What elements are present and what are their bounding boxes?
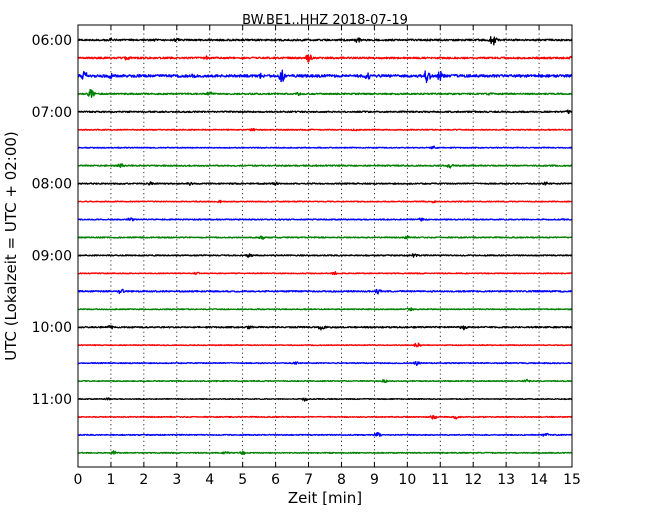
trace-0830 <box>77 217 573 222</box>
trace-1100 <box>77 397 573 402</box>
trace-0700 <box>77 109 573 115</box>
trace-0630 <box>77 69 573 84</box>
trace-1145 <box>77 450 573 456</box>
trace-0930 <box>77 288 573 295</box>
trace-0845 <box>77 235 573 241</box>
x-tick-label: 10 <box>398 472 416 488</box>
trace-0800 <box>77 181 573 186</box>
trace-1115 <box>77 415 573 420</box>
trace-1000 <box>77 325 573 331</box>
x-tick-label: 6 <box>271 472 280 488</box>
plot-frame <box>77 24 573 468</box>
x-tick-label: 5 <box>238 472 247 488</box>
y-tick-label: 09:00 <box>32 248 72 264</box>
trace-0645 <box>77 88 573 99</box>
vertical-grid <box>110 25 540 467</box>
x-tick-label: 7 <box>304 472 313 488</box>
x-tick-label: 2 <box>139 472 148 488</box>
x-tick-label: 8 <box>337 472 346 488</box>
x-tick-label: 4 <box>205 472 214 488</box>
x-tick-label: 3 <box>172 472 181 488</box>
x-tick-label: 13 <box>497 472 515 488</box>
y-tick-label: 06:00 <box>32 33 72 49</box>
trace-0730 <box>77 145 573 150</box>
x-axis-label: Zeit [min] <box>288 489 362 507</box>
trace-1015 <box>77 342 573 348</box>
x-tick-label: 14 <box>530 472 548 488</box>
chart-title: BW.BE1..HHZ 2018-07-19 <box>242 13 408 28</box>
x-tick-label: 15 <box>563 472 581 488</box>
trace-1045 <box>77 378 573 384</box>
trace-0615 <box>77 54 573 63</box>
y-tick-label: 07:00 <box>32 105 72 121</box>
y-axis-label: UTC (Lokalzeit = UTC + 02:00) <box>2 131 20 361</box>
trace-0745 <box>77 163 573 169</box>
trace-group <box>77 36 573 456</box>
axis-ticks: 0 1 2 3 4 5 6 7 8 9 10 11 12 13 14 1506:0007:0008:0009:… <box>32 25 581 488</box>
trace-1130 <box>77 431 573 437</box>
trace-0915 <box>77 271 573 276</box>
trace-0715 <box>77 127 573 132</box>
trace-0815 <box>77 199 573 204</box>
x-tick-label: 1 <box>106 472 115 488</box>
trace-0945 <box>77 307 573 312</box>
y-tick-label: 08:00 <box>32 177 72 193</box>
x-tick-label: 0 <box>74 472 83 488</box>
x-tick-label: 11 <box>431 472 449 488</box>
x-tick-label: 12 <box>464 472 482 488</box>
y-tick-label: 10:00 <box>32 320 72 336</box>
x-tick-label: 9 <box>370 472 379 488</box>
y-tick-label: 11:00 <box>32 392 72 408</box>
trace-0900 <box>77 253 573 258</box>
trace-1030 <box>77 360 573 366</box>
trace-0600 <box>77 36 573 46</box>
